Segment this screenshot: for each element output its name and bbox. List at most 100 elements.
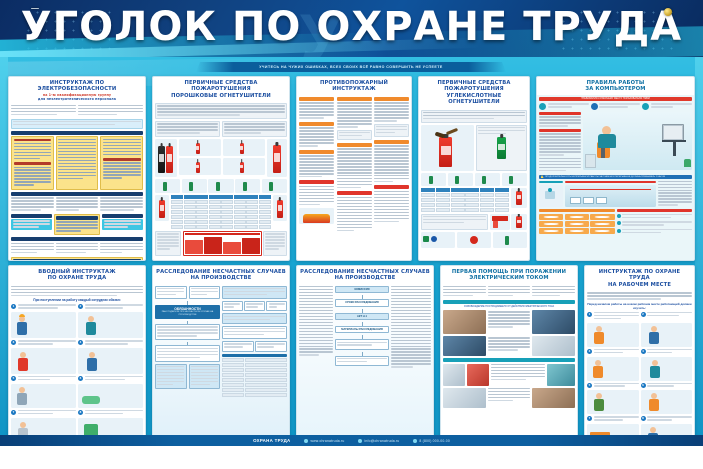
worker-illustration	[587, 322, 639, 347]
intro-text	[11, 285, 143, 297]
fire-board-row	[155, 231, 287, 257]
worker-illustration	[11, 384, 76, 409]
panel-content: КОМИССИЯ СРОКИ РАССЛЕДОВАНИЯ АКТ Н-1 МАТ…	[297, 283, 433, 444]
step-number-badge: 7	[587, 416, 592, 422]
factors-text-column	[539, 111, 581, 173]
lighting-icon	[590, 102, 598, 110]
icon-legend-row	[539, 102, 693, 110]
warning-bar: ПРОДОЛЖИТЕЛЬНОСТЬ НЕПРЕРЫВНОЙ РАБОТЫ ЗА …	[539, 174, 692, 179]
footer-phone[interactable]: 8 (800) 000-00-00	[413, 438, 450, 443]
step-item: 7	[11, 410, 76, 416]
step-item: 4	[640, 348, 692, 355]
intro-text	[587, 292, 692, 300]
section-header-bar	[443, 299, 575, 304]
panel-title: РАССЛЕДОВАНИЕ НЕСЧАСТНЫХ СЛУЧАЕВ НА ПРОИ…	[156, 269, 286, 282]
usage-sequence-strip	[421, 172, 527, 186]
worker-illustration	[78, 348, 143, 375]
legend-item	[642, 102, 693, 110]
panel-co2-fire-extinguishers[interactable]: ПЕРВИЧНЫЕ СРЕДСТВА ПОЖАРОТУШЕНИЯ УГЛЕКИС…	[418, 76, 530, 261]
panel-content: ОБЯЗАННОСТИ РАБОТОДАТЕЛЯ ПРИ НЕСЧАСТНОМ …	[153, 283, 289, 444]
lead-text: Перед началом работы на новом рабочем ме…	[587, 301, 692, 310]
eye-exercise-tile	[539, 220, 564, 227]
section-header-bar	[443, 358, 575, 363]
panel-powder-fire-extinguishers[interactable]: ПЕРВИЧНЫЕ СРЕДСТВА ПОЖАРОТУШЕНИЯ ПОРОШКО…	[152, 76, 290, 261]
eye-exercises-block	[539, 209, 615, 235]
panel-accident-investigation-duties[interactable]: РАССЛЕДОВАНИЕ НЕСЧАСТНЫХ СЛУЧАЕВ НА ПРОИ…	[152, 265, 290, 445]
eye-exercise-tile	[590, 228, 615, 235]
cpr-photo	[547, 363, 575, 386]
lead-text: При поступлении на работу каждый сотрудн…	[33, 298, 121, 303]
step-number-badge: 4	[640, 348, 646, 354]
safety-sign-icons	[421, 231, 456, 248]
step-number-badge: 3	[587, 348, 592, 354]
device-columns	[155, 121, 287, 138]
flow-step: АКТ Н-1	[335, 312, 389, 320]
panel-computer-work-rules[interactable]: ПРАВИЛА РАБОТЫ ЗА КОМПЬЮТЕРОМ ТРЕБОВАНИЯ…	[536, 76, 695, 261]
requirements-banner-text: ТРЕБОВАНИЯ К РАБОЧЕМУ МЕСТУ ПОЛЬЗОВАТЕЛЯ…	[581, 96, 650, 100]
step-item: 6	[78, 376, 143, 382]
technical-specs-table	[421, 187, 509, 212]
steps-grid: 1 2	[11, 304, 143, 444]
panel-fire-safety-briefing[interactable]: ПРОТИВОПОЖАРНЫЙ ИНСТРУКТАЖ	[296, 76, 412, 261]
step-number-badge: 4	[78, 340, 83, 346]
section-caption: ОСВОБОЖДЕНИЕ ПОСТРАДАВШЕГО ОТ ДЕЙСТВИЯ Э…	[463, 305, 555, 309]
specs-row	[421, 187, 527, 212]
panel-workplace-briefing[interactable]: ИНСТРУКТАЖ ПО ОХРАНЕ ТРУДА НА РАБОЧЕМ МЕ…	[584, 265, 695, 445]
cpr-row	[443, 363, 575, 386]
layout-figure-a	[539, 180, 563, 208]
fire-shield-illustration	[182, 231, 262, 257]
main-illustration-row	[539, 111, 692, 173]
fire-illustration	[299, 208, 334, 225]
footer-website[interactable]: www.ohranatruda.ru	[304, 438, 344, 443]
fire-shield-illustration	[489, 213, 510, 230]
fire-alarm-icon	[456, 231, 492, 248]
fire-board-row	[421, 213, 527, 230]
panel-content	[297, 95, 411, 260]
step-item: 1	[11, 304, 76, 310]
step-item: 5	[11, 376, 76, 382]
panel-first-aid-electric-shock[interactable]: ПЕРВАЯ ПОМОЩЬ ПРИ ПОРАЖЕНИИ ЭЛЕКТРИЧЕСКИ…	[440, 265, 578, 445]
panel-content	[419, 108, 529, 260]
panel-row-top: ИНСТРУКТАЖ ПО ЭЛЕКТРОБЕЗОПАСНОСТИ на 1-ю…	[8, 76, 695, 261]
legend-item	[590, 102, 641, 110]
board-edge-right	[695, 57, 703, 446]
worker-illustration	[492, 231, 527, 248]
panel-content: Перед началом работы на новом рабочем ме…	[585, 290, 694, 444]
step-number-badge: 6	[78, 376, 83, 382]
worker-illustration	[587, 356, 639, 381]
eye-exercise-grid	[539, 213, 615, 235]
footer-email[interactable]: info@ohranatruda.ru	[358, 438, 399, 443]
page-bottom-margin	[0, 446, 703, 469]
rescue-photo	[532, 310, 576, 335]
panel-electrical-safety-briefing[interactable]: ИНСТРУКТАЖ ПО ЭЛЕКТРОБЕЗОПАСНОСТИ на 1-ю…	[8, 76, 146, 261]
content-block-yellow	[11, 136, 54, 190]
mount-bolt-top-right-icon	[664, 8, 672, 16]
rescue-photo	[443, 336, 486, 357]
flow-step: МАТЕРИАЛЫ РАССЛЕДОВАНИЯ	[335, 325, 389, 334]
panel-accident-investigation-process[interactable]: РАССЛЕДОВАНИЕ НЕСЧАСТНЫХ СЛУЧАЕВ НА ПРОИ…	[296, 265, 434, 445]
panel-content: При поступлении на работу каждый сотрудн…	[9, 284, 145, 444]
panel-row-bottom: ВВОДНЫЙ ИНСТРУКТАЖ ПО ОХРАНЕ ТРУДА При п…	[8, 265, 695, 445]
flow-step: СРОКИ РАССЛЕДОВАНИЯ	[335, 299, 389, 307]
cpr-diagram	[467, 363, 489, 386]
panel-content: ОСВОБОЖДЕНИЕ ПОСТРАДАВШЕГО ОТ ДЕЙСТВИЯ Э…	[441, 284, 577, 444]
content-block-yellow	[55, 136, 99, 190]
legend-item	[539, 102, 589, 110]
eye-exercise-tile	[564, 228, 589, 235]
action-columns	[11, 214, 143, 236]
eye-exercise-tile	[539, 228, 564, 235]
page-title: УГОЛОК ПО ОХРАНЕ ТРУДА	[20, 4, 683, 50]
step-item: 8	[640, 416, 692, 422]
duties-box: ОБЯЗАННОСТИ РАБОТОДАТЕЛЯ ПРИ НЕСЧАСТНОМ …	[155, 305, 220, 320]
step-number-badge: 8	[78, 410, 83, 416]
step-number-badge: 2	[78, 304, 83, 310]
extinguisher-small-illustration	[155, 195, 169, 222]
panel-content	[153, 101, 289, 260]
panel-introductory-briefing[interactable]: ВВОДНЫЙ ИНСТРУКТАЖ ПО ОХРАНЕ ТРУДА При п…	[8, 265, 146, 445]
panel-title: ПЕРВАЯ ПОМОЩЬ ПРИ ПОРАЖЕНИИ ЭЛЕКТРИЧЕСКИ…	[451, 269, 567, 282]
co2-extinguisher-cutaway	[421, 124, 475, 171]
final-columns	[11, 242, 144, 255]
body-columns	[11, 197, 144, 212]
worker-illustration	[11, 348, 76, 375]
